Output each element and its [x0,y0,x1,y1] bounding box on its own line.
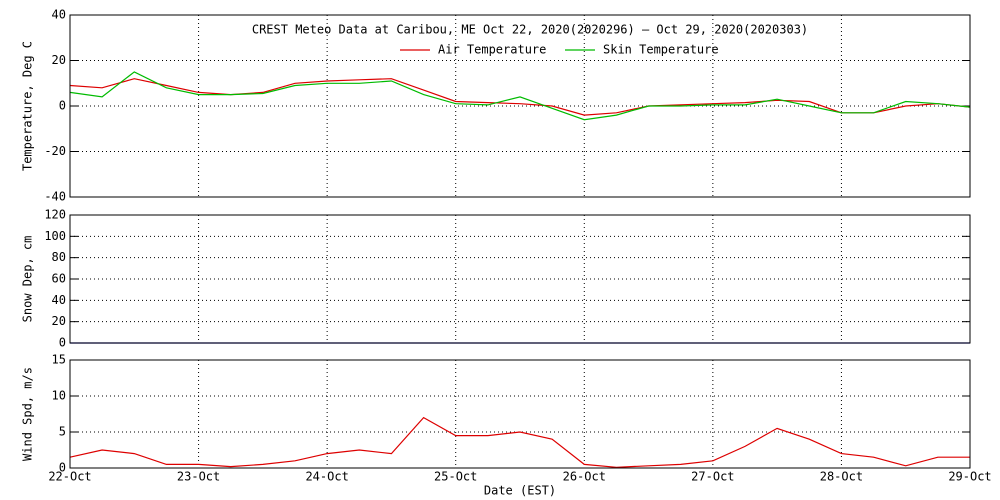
x-tick-label: 27-Oct [691,470,734,484]
y-axis-label: Snow Dep, cm [21,236,35,323]
y-tick-label: 0 [59,336,66,350]
y-tick-label: -20 [44,144,66,158]
y-axis-label: Wind Spd, m/s [21,367,35,461]
y-tick-label: 15 [52,353,66,367]
y-tick-label: 40 [52,293,66,307]
x-tick-label: 22-Oct [48,470,91,484]
legend-label: Skin Temperature [603,43,719,57]
x-tick-label: 24-Oct [305,470,348,484]
y-tick-label: 80 [52,250,66,264]
x-tick-label: 23-Oct [177,470,220,484]
y-tick-label: 120 [44,208,66,222]
y-tick-label: 40 [52,8,66,22]
legend-label: Air Temperature [438,43,546,57]
y-axis-label: Temperature, Deg C [21,41,35,171]
series-line [69,78,971,116]
y-tick-label: 5 [59,425,66,439]
chart-title: CREST Meteo Data at Caribou, ME Oct 22, … [252,23,808,37]
plot-frame [69,359,971,469]
x-axis-label: Date (EST) [484,484,556,498]
plot-frame [69,214,971,344]
y-tick-label: 60 [52,272,66,286]
y-tick-label: 0 [59,461,66,475]
y-tick-label: 10 [52,389,66,403]
x-tick-label: 28-Oct [820,470,863,484]
x-tick-label: 26-Oct [563,470,606,484]
y-tick-label: 20 [52,53,66,67]
series-line [69,71,971,121]
x-tick-label: 29-Oct [948,470,991,484]
y-tick-label: 100 [44,229,66,243]
y-tick-label: 0 [59,99,66,113]
series-line [69,416,970,468]
plot-frame [69,14,971,198]
x-tick-label: 25-Oct [434,470,477,484]
y-tick-label: -40 [44,190,66,204]
y-tick-label: 20 [52,314,66,328]
